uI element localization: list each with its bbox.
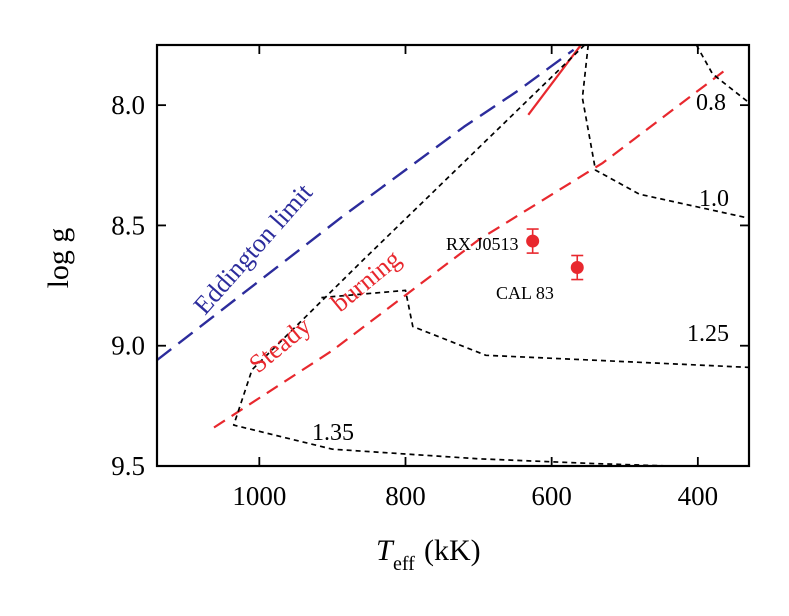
- curve-label-1.25: 1.25: [687, 321, 729, 347]
- curve-label-1.0: 1.0: [699, 186, 729, 212]
- x-tick-label: 400: [678, 481, 719, 511]
- series-layer: [157, 45, 749, 466]
- series-line-1.35: [232, 45, 669, 466]
- series-line-0.8: [695, 45, 749, 104]
- point-marker: [526, 234, 540, 248]
- x-axis-label-subscript: eff: [393, 553, 415, 575]
- x-axis-label-unit: (kK): [424, 534, 481, 567]
- y-tick-label: 8.5: [111, 210, 145, 240]
- point-label-rx-j0513: RX J0513: [446, 234, 519, 254]
- x-axis-label-symbol: T: [376, 534, 395, 567]
- y-tick-label: 9.5: [111, 451, 145, 481]
- y-axis-label: log g: [42, 228, 75, 289]
- points-layer: [526, 228, 584, 281]
- series-line-eddington-limit: [157, 48, 575, 362]
- y-tick-label: 8.0: [111, 90, 145, 120]
- point-label-cal-83: CAL 83: [496, 283, 554, 303]
- ticks-layer: 1000 800 600 400 8.0 8.5 9.0 9.5: [111, 45, 749, 511]
- series-line-segment-2: [527, 45, 582, 116]
- plot-frame: [155, 43, 751, 468]
- x-tick-label: 800: [385, 481, 426, 511]
- data-point-rx-j0513: [526, 228, 540, 254]
- x-tick-label: 1000: [232, 481, 286, 511]
- x-tick-label: 600: [531, 481, 572, 511]
- point-marker: [570, 261, 584, 275]
- y-tick-label: 9.0: [111, 331, 145, 361]
- eddington-limit-label: Eddington limit: [188, 177, 319, 320]
- curve-label-1.35: 1.35: [312, 420, 354, 446]
- burning-label: burning: [325, 244, 406, 318]
- data-point-cal-83: [570, 254, 584, 281]
- series-line-steady-burning: [213, 70, 725, 429]
- curve-label-0.8: 0.8: [696, 90, 726, 116]
- x-axis-label: T eff (kK): [376, 534, 481, 575]
